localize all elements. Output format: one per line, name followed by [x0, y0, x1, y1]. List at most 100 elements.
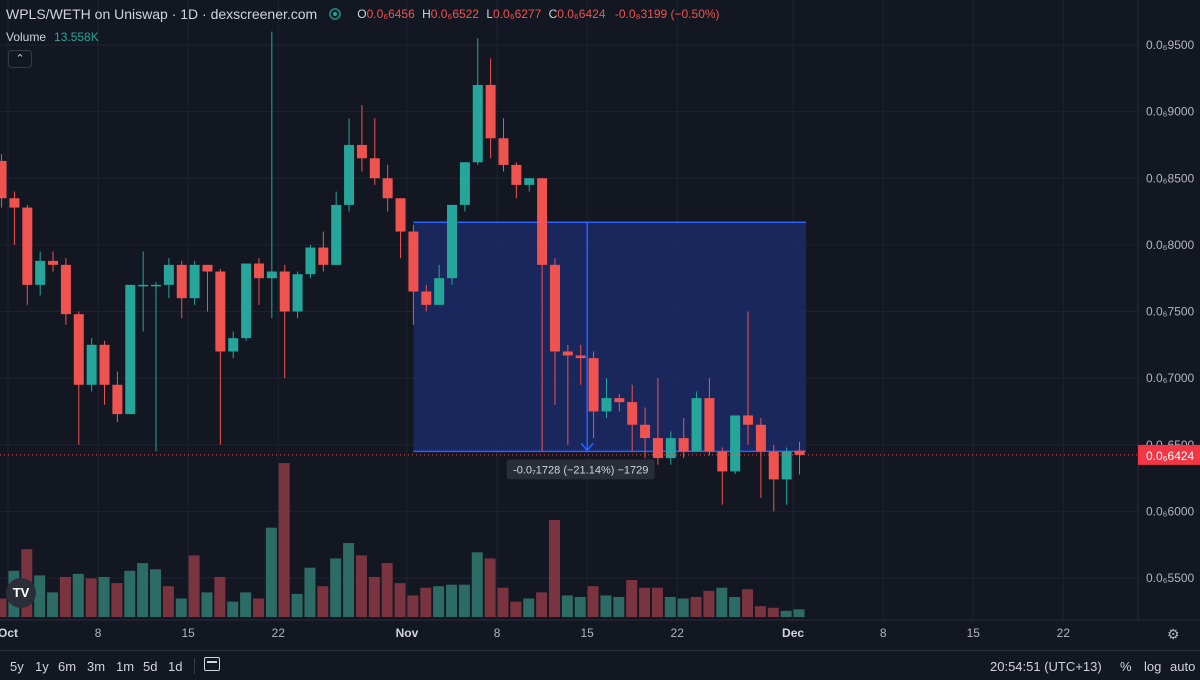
range-6m-button[interactable]: 6m	[58, 659, 77, 674]
volume-bar	[780, 610, 792, 617]
volume-bar	[214, 576, 226, 617]
range-3m-button[interactable]: 3m	[87, 659, 106, 674]
y-tick-label: 0.0₆7500	[1146, 305, 1195, 319]
candle-body	[151, 284, 162, 287]
measure-label-text: -0.0₇1728 (−21.14%) −1729	[513, 464, 648, 476]
volume-bar	[600, 595, 612, 617]
candle-body	[9, 198, 20, 208]
range-1m-button[interactable]: 1m	[116, 659, 135, 674]
log-scale-toggle[interactable]: log	[1144, 659, 1162, 674]
candle-body	[356, 144, 367, 159]
candle-body	[781, 451, 792, 480]
volume-bar	[85, 578, 97, 617]
candle-body	[755, 424, 766, 452]
y-tick-label: 0.0₆9000	[1146, 105, 1195, 119]
volume-bar	[240, 592, 252, 617]
candle-body	[601, 398, 612, 412]
volume-bar	[677, 598, 689, 617]
candle-body	[743, 415, 754, 425]
measure-label-box	[506, 459, 655, 480]
volume-bar	[510, 601, 522, 617]
x-tick-label: 22	[1057, 626, 1071, 640]
volume-label: Volume	[6, 30, 47, 44]
volume-bar	[651, 587, 663, 617]
candle-body	[408, 231, 419, 292]
price-chart-svg[interactable]: -0.0₇1728 (−21.14%) −1729 0.0₆5500 0.0₆600…	[0, 0, 1200, 650]
x-tick-label: 15	[182, 626, 196, 640]
range-5y-button[interactable]: 5y	[10, 659, 24, 674]
range-1d-button[interactable]: 1d	[168, 659, 183, 674]
volume-bar	[124, 570, 136, 617]
candle-body	[678, 438, 689, 452]
candle-body	[459, 162, 470, 205]
volume-bar	[47, 592, 59, 617]
volume-bar	[355, 555, 367, 617]
volume-bar	[72, 573, 84, 617]
volume-bar	[793, 609, 805, 617]
volume-bar	[471, 552, 483, 617]
volume-bar	[587, 586, 599, 617]
volume-bar	[433, 586, 445, 617]
volume-bar	[407, 595, 419, 617]
measure-range-box[interactable]	[413, 222, 806, 452]
volume-bar	[291, 593, 303, 617]
volume-bar	[548, 519, 560, 617]
volume-bar	[278, 463, 290, 617]
volume-bar	[265, 527, 277, 617]
last-price-tag-label: 0.0₆6424	[1146, 449, 1195, 463]
candle-body	[60, 264, 71, 315]
y-tick-label: 0.0₆8500	[1146, 171, 1195, 185]
x-tick-label: Dec	[782, 626, 804, 640]
candle-body	[228, 338, 239, 352]
ohlc-change: -0.0₈3199 (−0.50%)	[614, 7, 720, 21]
candle-body	[22, 207, 33, 285]
range-1y-button[interactable]: 1y	[35, 659, 49, 674]
volume-legend: Volume 13.558K	[6, 30, 99, 44]
x-tick-label: 15	[580, 626, 594, 640]
volume-bar	[742, 589, 754, 617]
candle-body	[253, 263, 264, 279]
settings-gear-icon[interactable]: ⚙	[1167, 626, 1180, 642]
collapse-legend-button[interactable]: ⌃	[8, 50, 32, 68]
x-tick-label: 22	[272, 626, 286, 640]
volume-bar	[729, 596, 741, 617]
calendar-icon[interactable]	[204, 657, 220, 671]
candle-body	[704, 398, 715, 452]
x-tick-label: 8	[880, 626, 887, 640]
ohlc-close-value: 0.0₆6424	[557, 7, 606, 21]
candle-body	[640, 424, 651, 439]
volume-bar	[484, 558, 496, 617]
volume-bar	[497, 587, 509, 617]
volume-bar	[252, 598, 264, 617]
ohlc-low-key: L	[486, 7, 494, 21]
candle-body	[382, 178, 393, 199]
range-5d-button[interactable]: 5d	[143, 659, 158, 674]
volume-value: 13.558K	[54, 30, 99, 44]
candle-body	[331, 204, 342, 265]
volume-bar	[536, 592, 548, 617]
percent-scale-toggle[interactable]: %	[1120, 659, 1132, 674]
candle-body	[138, 284, 149, 287]
x-tick-label: 22	[671, 626, 685, 640]
volume-bar	[523, 598, 535, 617]
candle-body	[48, 260, 59, 265]
auto-scale-toggle[interactable]: auto	[1170, 659, 1196, 674]
candle-body	[305, 247, 316, 275]
candle-body	[614, 398, 625, 403]
candle-body	[112, 384, 123, 415]
candle-body	[0, 160, 7, 199]
candle-body	[35, 260, 46, 285]
last-price-tag	[1138, 444, 1200, 465]
volume-bar	[317, 586, 329, 617]
tradingview-logo[interactable]: TV	[6, 578, 36, 608]
volume-bar	[34, 575, 46, 617]
volume-bar	[304, 567, 316, 617]
candle-body	[202, 264, 213, 272]
y-tick-label: 0.0₆5500	[1146, 571, 1195, 585]
volume-bar	[716, 587, 728, 617]
candle-body	[485, 84, 496, 139]
volume-bar	[188, 555, 200, 617]
volume-bar	[626, 580, 638, 617]
candle-body	[665, 438, 676, 459]
